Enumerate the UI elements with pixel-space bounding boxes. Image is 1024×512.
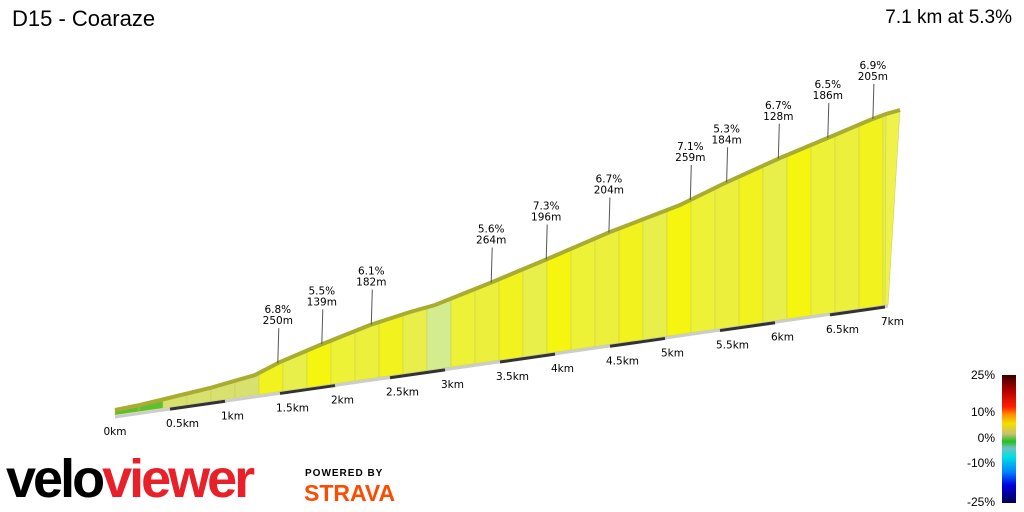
gradient-segment (618, 218, 644, 344)
gradient-segment (642, 209, 668, 340)
segment-gradient-label: 7.1% (677, 141, 704, 153)
segment-length-label: 264m (476, 234, 506, 246)
segment-length-label: 139m (307, 296, 337, 308)
logo-text: velo (6, 449, 105, 509)
segment-marker-line (726, 147, 729, 183)
gradient-segment (666, 199, 692, 337)
gradient-segment (762, 154, 788, 323)
x-tick-label: 7km (881, 316, 904, 328)
segment-marker-line (777, 123, 780, 159)
gradient-segment (594, 228, 620, 347)
segment-marker-line (321, 309, 324, 345)
segment-length-label: 259m (675, 152, 705, 164)
gradient-segment (474, 278, 500, 364)
segment-gradient-label: 5.5% (308, 285, 335, 297)
profile-end-face (884, 109, 901, 306)
segment-marker-line (608, 197, 611, 233)
km-dash (389, 368, 446, 380)
km-dash (499, 352, 556, 364)
segment-marker-line (490, 247, 493, 283)
km-dash (279, 384, 336, 395)
gradient-segment (426, 298, 452, 371)
segment-gradient-label: 6.1% (358, 266, 385, 278)
x-tick-label: 1.5km (276, 402, 309, 414)
gradient-segment (402, 306, 428, 375)
legend-label: 0% (977, 431, 995, 445)
segment-marker-line (872, 83, 875, 119)
gradient-segment (378, 313, 404, 378)
segment-length-label: 205m (858, 71, 888, 83)
segment-gradient-label: 5.3% (713, 123, 740, 135)
gradient-segment (834, 124, 860, 313)
segment-gradient-label: 6.7% (765, 100, 792, 112)
gradient-segment (786, 144, 812, 320)
gradient-segment (738, 165, 764, 327)
x-tick-label: 0km (104, 426, 127, 438)
logo-text: viewer (102, 449, 255, 509)
gradient-segment (522, 258, 548, 358)
segment-length-label: 184m (711, 134, 741, 146)
x-tick-label: 6km (771, 332, 794, 344)
x-tick-label: 5km (661, 347, 684, 359)
gradient-segment (714, 176, 740, 330)
legend-label: -10% (966, 456, 995, 470)
segment-gradient-label: 5.6% (478, 223, 505, 235)
x-tick-label: 4.5km (606, 355, 639, 367)
segment-marker-line (689, 164, 692, 200)
legend-label: 10% (970, 405, 995, 419)
veloviewer-logo[interactable]: veloviewer (6, 449, 255, 509)
x-tick-label: 0.5km (166, 418, 199, 430)
gradient-segment (810, 134, 836, 316)
segment-gradient-label: 7.3% (533, 200, 560, 212)
segment-gradient-label: 6.5% (814, 79, 841, 91)
x-tick-label: 3km (441, 379, 464, 391)
km-dash (719, 321, 776, 333)
x-tick-label: 1km (221, 410, 244, 422)
gradient-segment (570, 238, 596, 351)
segment-length-label: 128m (763, 111, 793, 123)
segment-marker-line (827, 102, 830, 138)
gradient-legend-bar (1002, 375, 1016, 503)
gradient-segment (546, 248, 572, 354)
segment-gradient-label: 6.9% (860, 60, 887, 72)
profile-top-edge (114, 108, 901, 412)
km-dash (169, 399, 226, 411)
legend-label: 25% (970, 368, 995, 382)
strava-logo[interactable]: STRAVA (304, 480, 396, 506)
segment-length-label: 196m (531, 211, 561, 223)
segment-length-label: 250m (263, 315, 293, 327)
segment-gradient-label: 6.7% (596, 173, 623, 185)
gradient-segment (450, 288, 476, 368)
x-tick-label: 2.5km (386, 387, 419, 399)
segment-marker-line (370, 289, 373, 325)
climb-summary: 7.1 km at 5.3% (885, 7, 1012, 28)
gradient-segment (858, 114, 884, 310)
segment-length-label: 186m (813, 90, 843, 102)
gradient-segment (690, 187, 716, 334)
powered-by-label: POWERED BY (305, 468, 384, 479)
segment-length-label: 182m (356, 277, 386, 289)
km-dash (609, 336, 666, 348)
gradient-segment (498, 268, 524, 361)
km-dash (829, 305, 886, 317)
x-tick-label: 2km (331, 395, 354, 407)
segment-gradient-label: 6.8% (264, 304, 291, 316)
x-tick-label: 5.5km (716, 340, 749, 352)
legend-label: -25% (966, 495, 995, 509)
segment-marker-line (277, 328, 280, 364)
x-tick-label: 4km (551, 363, 574, 375)
segment-marker-line (545, 224, 548, 260)
x-tick-label: 3.5km (496, 371, 529, 383)
page-title: D15 - Coaraze (12, 6, 156, 31)
x-tick-label: 6.5km (826, 324, 859, 336)
segment-length-label: 204m (594, 184, 624, 196)
